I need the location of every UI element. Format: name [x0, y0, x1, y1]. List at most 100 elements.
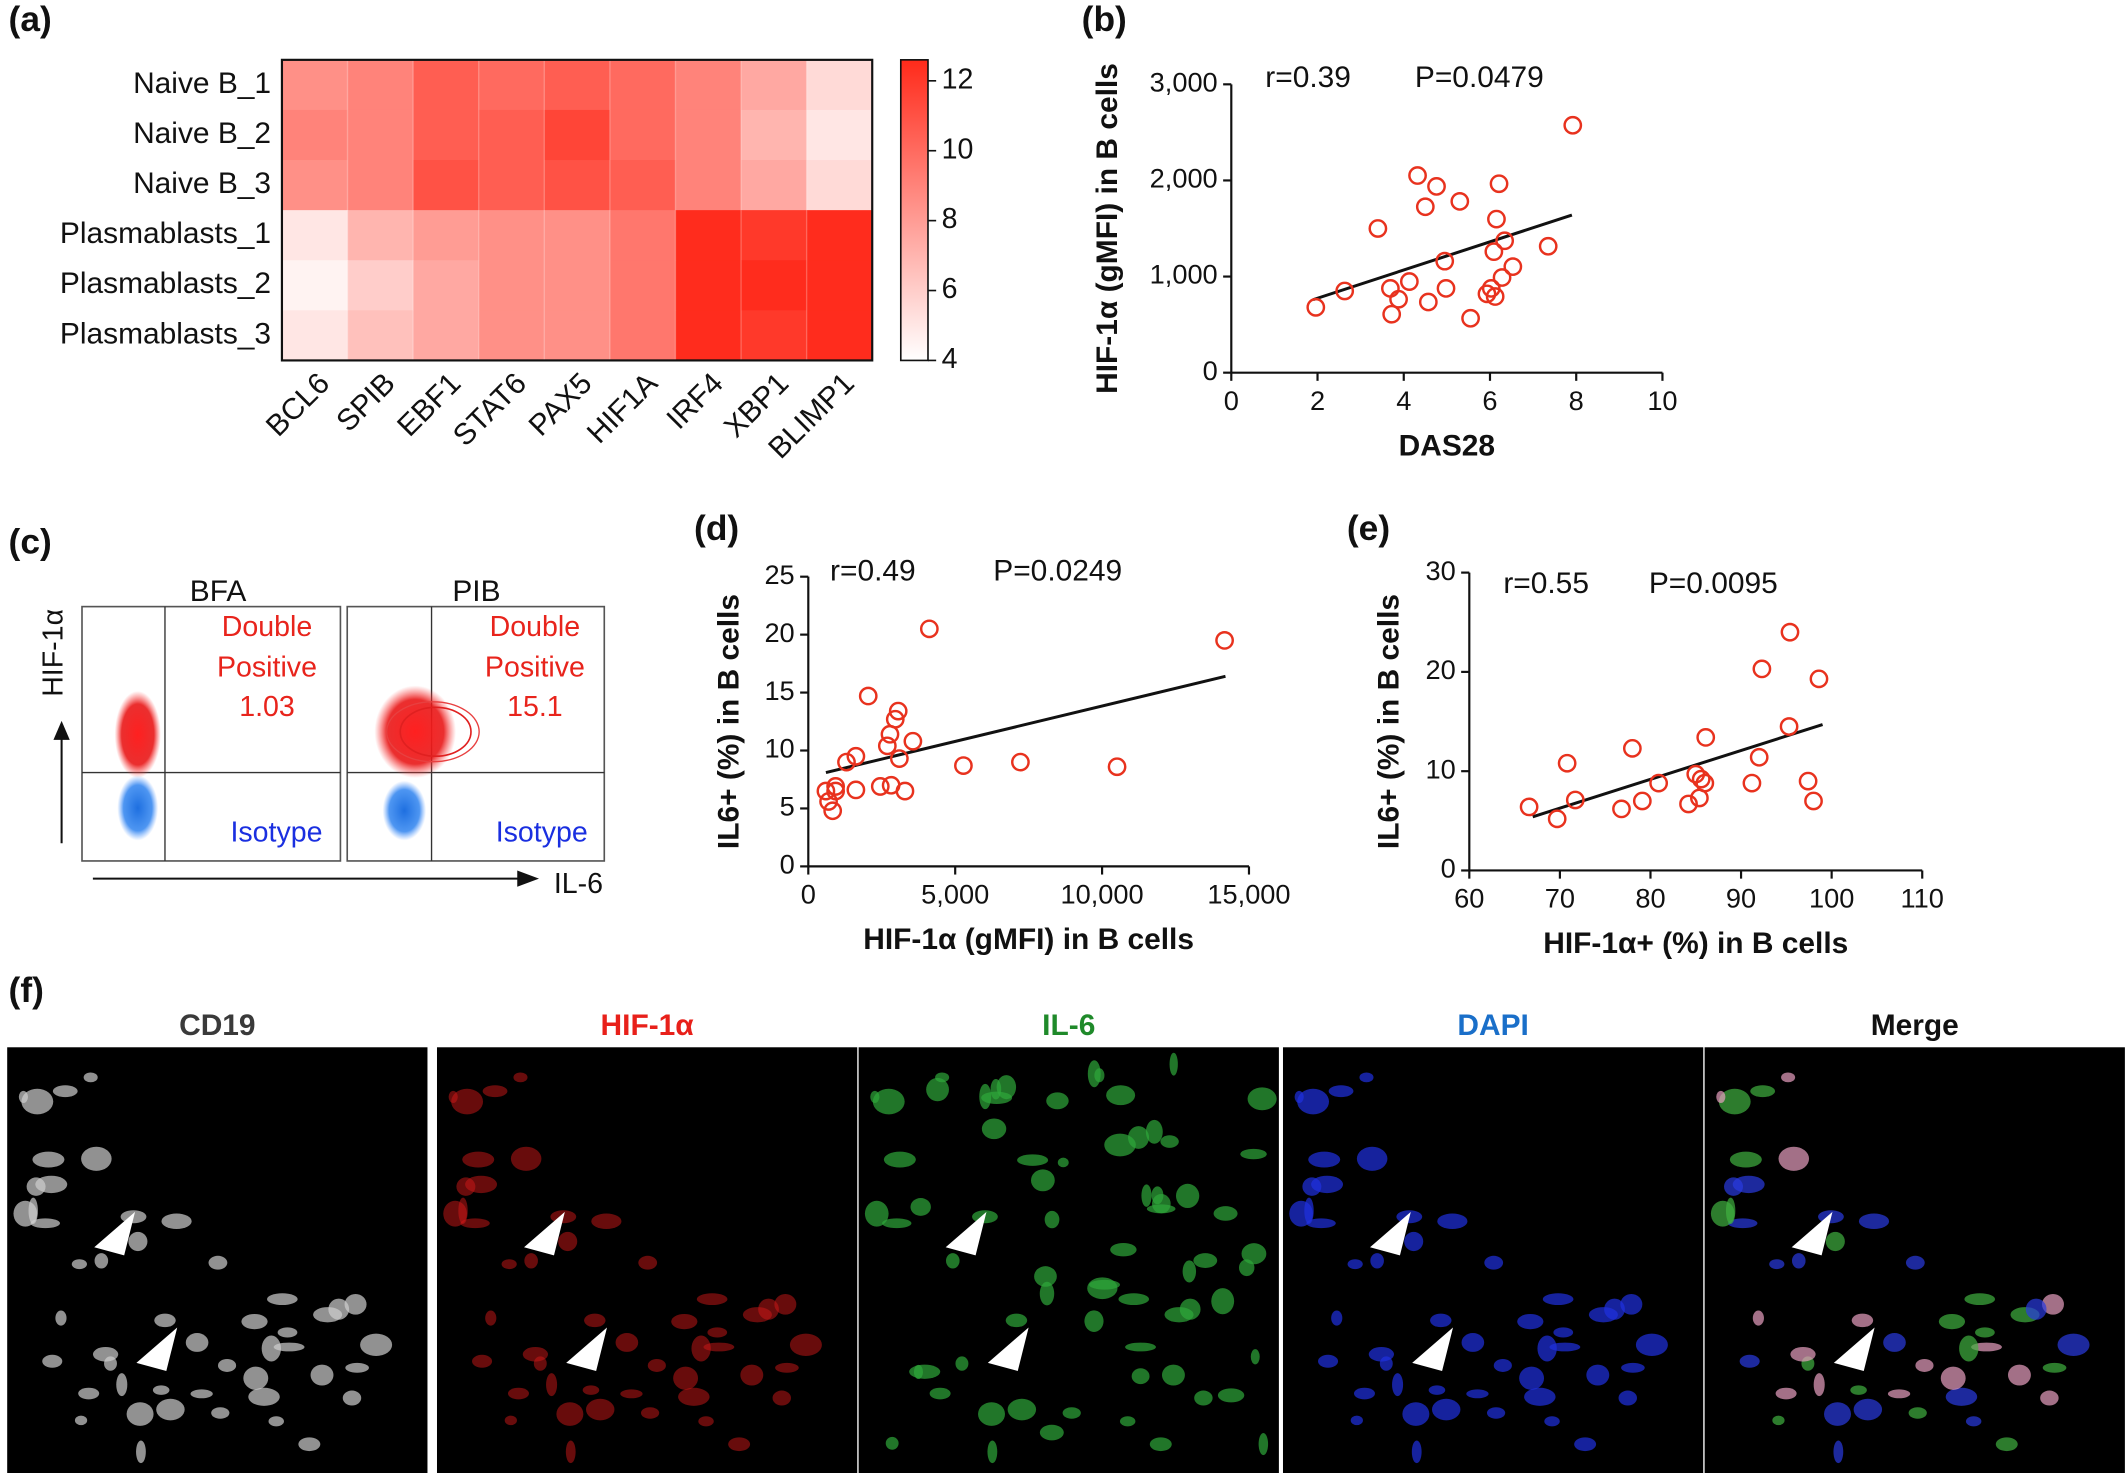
- cell: [1975, 1327, 1995, 1338]
- cell: [1938, 1313, 1966, 1330]
- contour: [399, 706, 472, 758]
- point: [903, 731, 923, 751]
- colorbar-tick-label: 12: [942, 63, 974, 95]
- heat-cell: [806, 260, 873, 312]
- heat-cell: [281, 260, 349, 312]
- cell: [678, 1387, 710, 1406]
- heat-cell: [806, 59, 873, 111]
- cell: [1039, 1424, 1064, 1441]
- point: [837, 752, 856, 772]
- cell: [1411, 1440, 1422, 1464]
- x-tick-label: 100: [1809, 883, 1854, 914]
- row-label: Naive B_2: [133, 117, 271, 150]
- cell: [448, 1090, 458, 1103]
- y-tick-label: 20: [764, 617, 794, 648]
- cell: [1769, 1259, 1785, 1270]
- point: [858, 686, 878, 706]
- cell: [591, 1213, 622, 1229]
- y-tick-label: 25: [764, 559, 794, 590]
- cell: [1729, 1151, 1762, 1168]
- contour: [385, 701, 480, 763]
- cell: [1160, 1135, 1179, 1148]
- cell: [154, 1313, 176, 1328]
- y-tick-label: 15: [764, 675, 794, 706]
- cell: [1732, 1175, 1765, 1194]
- cell: [1179, 1298, 1201, 1320]
- cell: [1106, 1085, 1136, 1106]
- cell: [501, 1259, 517, 1270]
- cell: [1194, 1390, 1213, 1406]
- gate-label: Positive: [217, 652, 317, 684]
- cell: [558, 1231, 578, 1252]
- point: [1742, 773, 1762, 793]
- point: [870, 777, 890, 796]
- column-label: HIF1A: [581, 367, 664, 450]
- cell: [1211, 1288, 1235, 1315]
- point: [1389, 289, 1408, 309]
- point: [885, 709, 905, 729]
- gate-label: Double: [222, 611, 312, 643]
- cell: [248, 1387, 280, 1406]
- cell: [156, 1398, 185, 1421]
- heat-cell: [806, 310, 873, 362]
- cell: [1241, 1243, 1267, 1265]
- heat-cell: [413, 260, 480, 312]
- point: [1547, 809, 1567, 829]
- cell: [728, 1437, 751, 1452]
- cell: [585, 1398, 615, 1421]
- heat-cell: [609, 59, 677, 111]
- cell: [640, 1407, 660, 1419]
- arrow-head: [517, 870, 539, 887]
- x-axis-label: IL-6: [554, 868, 603, 900]
- cell: [482, 1085, 508, 1098]
- heat-cell: [741, 59, 808, 111]
- heat-cell: [478, 260, 545, 312]
- heat-cell: [544, 260, 611, 312]
- cell: [462, 1151, 495, 1168]
- heat-cell: [478, 109, 545, 161]
- cell: [1945, 1387, 1978, 1406]
- y-tick-label: 5: [780, 791, 795, 822]
- point: [1696, 728, 1716, 747]
- cell: [243, 1366, 269, 1390]
- point: [1107, 757, 1127, 777]
- arrowhead: [1791, 1211, 1833, 1256]
- cell: [1964, 1293, 1996, 1306]
- channel-label: CD19: [179, 1009, 255, 1042]
- cell: [1308, 1151, 1341, 1168]
- cell: [217, 1359, 237, 1372]
- cell: [946, 1253, 960, 1269]
- cell: [1057, 1157, 1069, 1168]
- cell: [870, 1090, 880, 1103]
- cell: [1750, 1085, 1776, 1098]
- cell: [1039, 1281, 1055, 1306]
- cell: [1119, 1416, 1136, 1427]
- cell: [1635, 1333, 1668, 1356]
- annotation: P=0.0095: [1649, 567, 1778, 600]
- cell: [1182, 1260, 1197, 1283]
- cell: [261, 1335, 282, 1362]
- point: [919, 619, 939, 639]
- y-tick-label: 10: [764, 733, 794, 764]
- cell: [136, 1440, 146, 1464]
- fit-line: [825, 674, 1226, 774]
- cell: [1161, 1364, 1185, 1386]
- heat-cell: [281, 210, 349, 261]
- cell: [1772, 1415, 1785, 1426]
- cell: [1110, 1242, 1137, 1257]
- heat-cell: [347, 109, 414, 161]
- cell: [910, 1198, 931, 1216]
- cell: [955, 1356, 969, 1371]
- panel-label: (b): [1082, 0, 1127, 39]
- gate-value: 1.03: [239, 691, 295, 723]
- cell: [268, 1416, 284, 1427]
- heat-cell: [741, 260, 808, 312]
- cell: [1725, 1197, 1736, 1225]
- point: [1798, 771, 1818, 791]
- point: [1649, 773, 1669, 793]
- cell: [1461, 1333, 1485, 1352]
- heat-cell: [478, 310, 545, 362]
- y-axis-label: IL6+ (%) in B cells: [713, 594, 746, 849]
- cell: [1297, 1088, 1330, 1115]
- y-tick-label: 0: [1441, 853, 1456, 884]
